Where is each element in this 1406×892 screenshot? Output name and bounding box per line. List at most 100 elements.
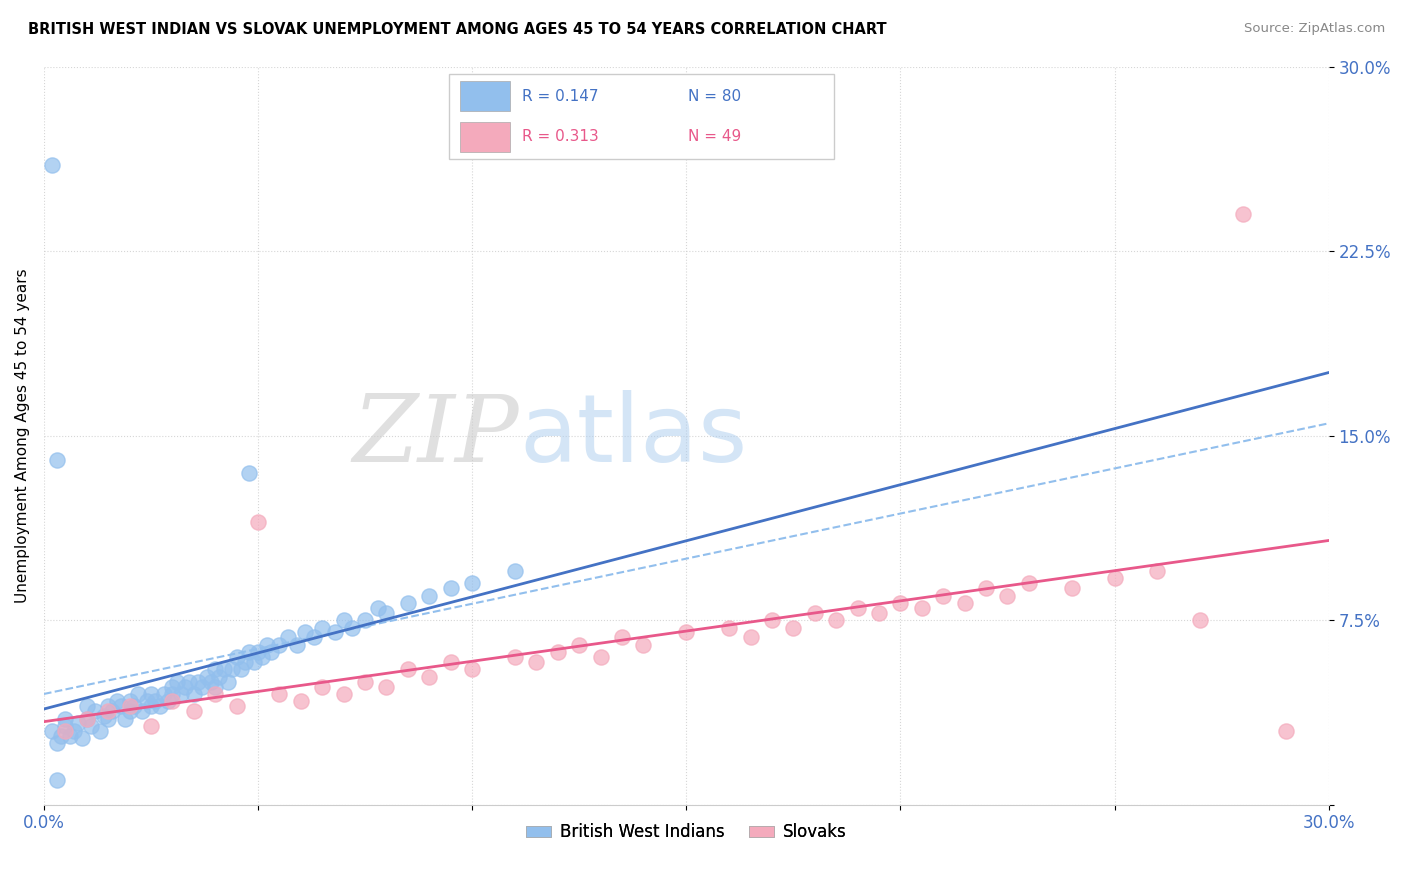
Point: [97, 699, 120, 714]
Point: [97, 704, 120, 718]
Point: [503, 650, 526, 665]
Point: [101, 704, 124, 718]
Point: [53, 723, 76, 738]
Point: [49, 729, 72, 743]
Point: [221, 662, 243, 676]
Legend: British West Indians, Slovaks: British West Indians, Slovaks: [520, 817, 853, 848]
Point: [135, 694, 157, 708]
Point: [782, 621, 804, 635]
Point: [143, 694, 166, 708]
Point: [260, 645, 283, 659]
Point: [396, 596, 419, 610]
Point: [610, 631, 633, 645]
Point: [45, 453, 67, 467]
Text: BRITISH WEST INDIAN VS SLOVAK UNEMPLOYMENT AMONG AGES 45 TO 54 YEARS CORRELATION: BRITISH WEST INDIAN VS SLOVAK UNEMPLOYME…: [28, 22, 887, 37]
Point: [170, 687, 193, 701]
Point: [524, 655, 547, 669]
Point: [825, 613, 848, 627]
Point: [204, 662, 226, 676]
Point: [162, 687, 184, 701]
Point: [139, 699, 162, 714]
Point: [285, 638, 308, 652]
Point: [846, 600, 869, 615]
Point: [41, 158, 63, 172]
Point: [997, 589, 1019, 603]
Point: [633, 638, 655, 652]
Point: [1275, 723, 1298, 738]
Point: [225, 650, 247, 665]
Point: [200, 674, 222, 689]
Y-axis label: Unemployment Among Ages 45 to 54 years: Unemployment Among Ages 45 to 54 years: [15, 268, 30, 603]
Point: [45, 736, 67, 750]
Point: [354, 613, 377, 627]
Point: [332, 613, 354, 627]
Point: [803, 606, 825, 620]
Point: [53, 712, 76, 726]
Point: [252, 650, 274, 665]
Point: [89, 723, 111, 738]
Point: [139, 687, 162, 701]
Point: [242, 655, 264, 669]
Point: [418, 589, 440, 603]
Point: [118, 699, 141, 714]
Point: [1018, 576, 1040, 591]
Point: [932, 589, 955, 603]
Point: [1104, 571, 1126, 585]
Point: [127, 687, 149, 701]
Point: [323, 625, 346, 640]
Point: [375, 680, 398, 694]
Point: [233, 655, 256, 669]
Point: [122, 699, 145, 714]
Point: [247, 515, 270, 529]
Point: [105, 694, 128, 708]
Point: [53, 719, 76, 733]
Point: [76, 712, 98, 726]
Point: [503, 564, 526, 578]
Point: [118, 694, 141, 708]
Point: [290, 694, 312, 708]
Point: [166, 674, 188, 689]
Point: [187, 674, 209, 689]
Point: [139, 719, 162, 733]
Point: [93, 709, 115, 723]
Point: [174, 680, 197, 694]
Point: [311, 621, 333, 635]
Point: [229, 662, 252, 676]
Point: [238, 466, 260, 480]
Point: [1060, 581, 1083, 595]
Point: [76, 699, 98, 714]
Point: [375, 606, 398, 620]
Point: [911, 600, 934, 615]
Point: [294, 625, 316, 640]
Point: [118, 704, 141, 718]
Point: [311, 680, 333, 694]
Point: [162, 680, 184, 694]
Point: [238, 645, 260, 659]
Point: [84, 704, 107, 718]
Text: Source: ZipAtlas.com: Source: ZipAtlas.com: [1244, 22, 1385, 36]
Point: [1232, 207, 1254, 221]
Point: [461, 576, 484, 591]
Point: [269, 687, 291, 701]
Point: [354, 674, 377, 689]
Point: [45, 773, 67, 788]
Point: [1189, 613, 1212, 627]
Point: [256, 638, 278, 652]
Point: [269, 638, 291, 652]
Point: [718, 621, 741, 635]
Point: [461, 662, 484, 676]
Point: [195, 670, 218, 684]
Point: [225, 699, 247, 714]
Point: [217, 674, 239, 689]
Point: [153, 687, 176, 701]
Point: [191, 680, 214, 694]
Point: [277, 631, 299, 645]
Point: [589, 650, 612, 665]
Point: [58, 729, 80, 743]
Point: [974, 581, 997, 595]
Point: [97, 712, 120, 726]
Point: [396, 662, 419, 676]
Point: [208, 670, 231, 684]
Point: [80, 719, 103, 733]
Point: [440, 655, 463, 669]
